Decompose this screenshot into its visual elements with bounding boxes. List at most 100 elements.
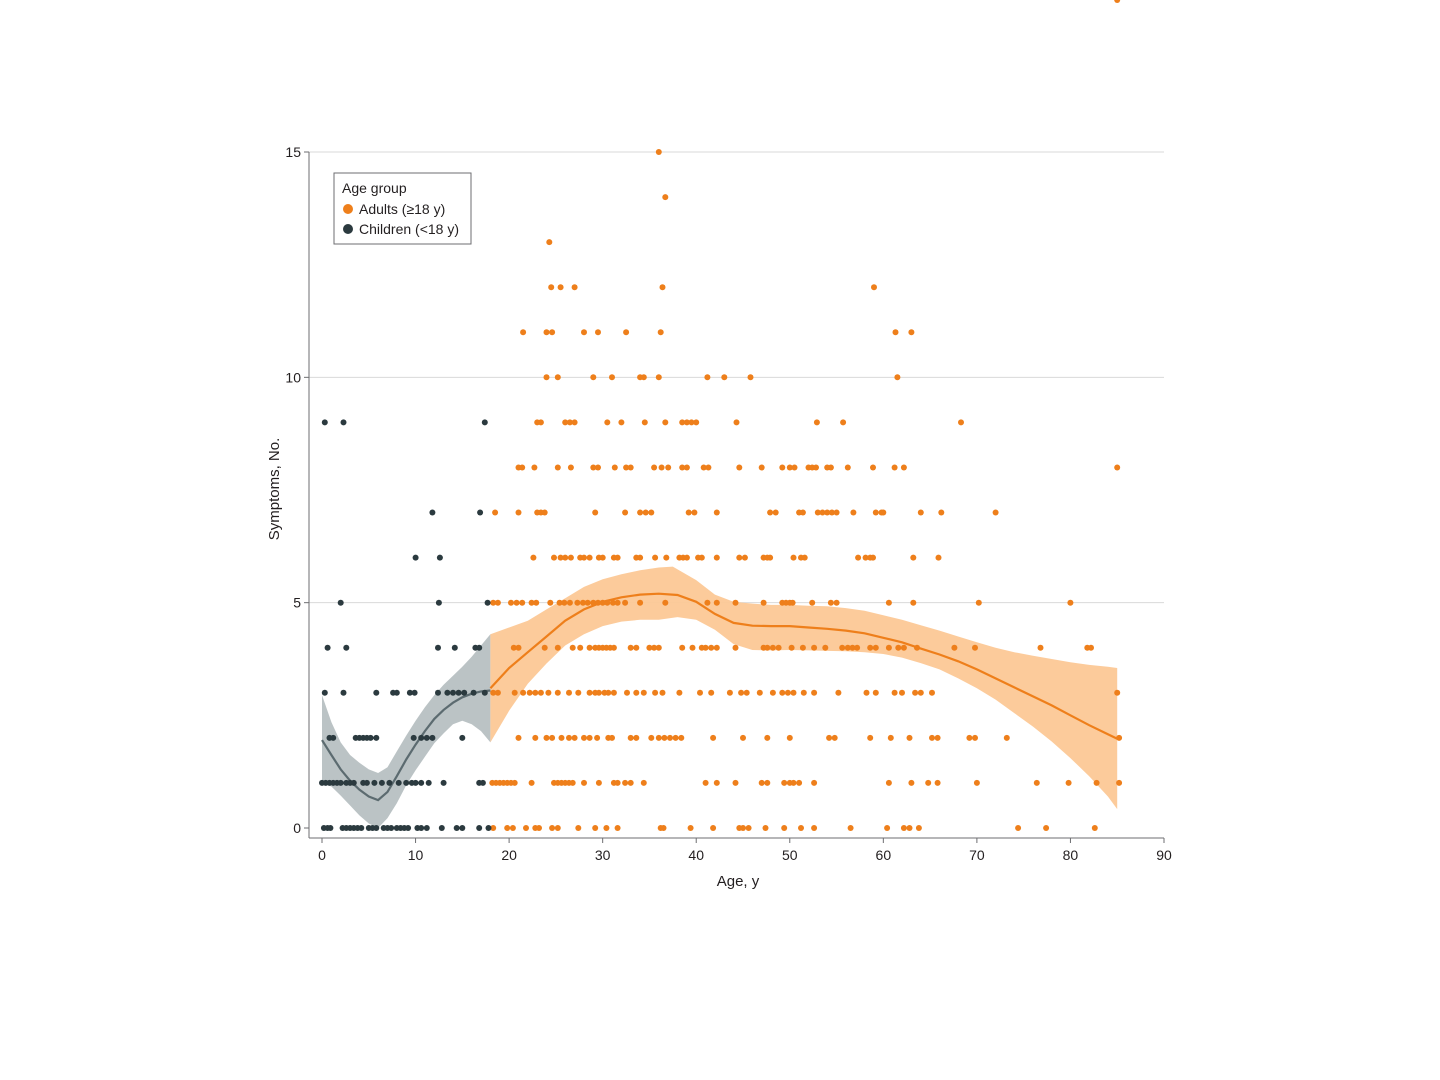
x-tick-label: 30 bbox=[595, 847, 611, 863]
adult-point bbox=[627, 644, 634, 651]
adult-point bbox=[736, 464, 743, 471]
child-point bbox=[470, 689, 477, 696]
adult-point bbox=[622, 779, 629, 786]
adult-point bbox=[1114, 0, 1121, 3]
adult-point bbox=[784, 689, 791, 696]
adult-point bbox=[528, 599, 535, 606]
adult-point bbox=[1091, 825, 1098, 831]
adult-point bbox=[543, 374, 550, 381]
x-axis-title: Age, y bbox=[717, 873, 760, 890]
adult-point bbox=[758, 464, 765, 471]
adult-point bbox=[532, 689, 539, 696]
y-tick-label: 0 bbox=[293, 820, 301, 836]
adult-point bbox=[910, 599, 917, 606]
confidence-band bbox=[322, 634, 491, 828]
child-point bbox=[444, 689, 451, 696]
adult-point bbox=[966, 734, 973, 741]
adult-point bbox=[779, 464, 786, 471]
adult-point bbox=[655, 734, 662, 741]
x-tick-label: 80 bbox=[1063, 847, 1079, 863]
adult-point bbox=[743, 689, 750, 696]
adult-point bbox=[641, 419, 648, 426]
adult-point bbox=[786, 734, 793, 741]
adult-point bbox=[1114, 464, 1121, 471]
adult-point bbox=[801, 554, 808, 561]
child-point bbox=[479, 779, 486, 786]
adult-point bbox=[698, 554, 705, 561]
adult-point bbox=[835, 689, 842, 696]
adult-point bbox=[543, 734, 550, 741]
adult-point bbox=[561, 599, 568, 606]
x-tick-label: 90 bbox=[1156, 847, 1172, 863]
adult-point bbox=[604, 599, 611, 606]
adult-point bbox=[557, 554, 564, 561]
adult-point bbox=[586, 689, 593, 696]
adult-point bbox=[562, 419, 569, 426]
adult-point bbox=[595, 779, 602, 786]
adult-point bbox=[693, 419, 700, 426]
adult-point bbox=[657, 329, 664, 336]
child-point bbox=[459, 734, 466, 741]
adult-point bbox=[915, 825, 922, 831]
adult-point bbox=[708, 644, 715, 651]
adult-point bbox=[710, 734, 717, 741]
adult-point bbox=[736, 554, 743, 561]
adult-point bbox=[910, 554, 917, 561]
y-axis-title: Symptoms, No. bbox=[266, 438, 283, 541]
adult-point bbox=[713, 779, 720, 786]
adult-point bbox=[973, 779, 980, 786]
adult-point bbox=[667, 734, 673, 741]
child-point bbox=[429, 509, 436, 516]
adult-point bbox=[1116, 734, 1123, 741]
adult-point bbox=[610, 689, 617, 696]
adult-point bbox=[870, 554, 876, 561]
adult-point bbox=[762, 825, 769, 831]
adult-point bbox=[683, 419, 690, 426]
adult-point bbox=[665, 464, 672, 471]
adult-point bbox=[833, 599, 840, 606]
adult-point bbox=[623, 464, 630, 471]
adult-point bbox=[640, 374, 647, 381]
child-point bbox=[481, 689, 488, 696]
adult-point bbox=[549, 329, 556, 336]
child-point bbox=[321, 689, 328, 696]
adult-point bbox=[700, 464, 707, 471]
child-point bbox=[485, 825, 492, 831]
adult-point bbox=[689, 644, 696, 651]
adult-point bbox=[863, 689, 870, 696]
adult-point bbox=[811, 689, 818, 696]
adult-point bbox=[614, 825, 621, 831]
adult-point bbox=[622, 509, 629, 516]
adult-point bbox=[519, 599, 526, 606]
adult-point bbox=[510, 644, 517, 651]
adult-point bbox=[1067, 599, 1074, 606]
legend-marker-adults bbox=[343, 204, 353, 214]
adult-point bbox=[884, 825, 891, 831]
adult-point bbox=[929, 689, 935, 696]
adult-point bbox=[569, 644, 576, 651]
child-point bbox=[363, 779, 370, 786]
adult-point bbox=[867, 734, 874, 741]
adult-point bbox=[891, 464, 898, 471]
x-tick-label: 60 bbox=[876, 847, 892, 863]
adult-point bbox=[648, 509, 655, 516]
adult-point bbox=[683, 464, 690, 471]
adult-point bbox=[892, 329, 899, 336]
adult-point bbox=[554, 644, 561, 651]
adult-point bbox=[708, 689, 715, 696]
adult-point bbox=[809, 599, 816, 606]
adult-point bbox=[528, 779, 535, 786]
adult-point bbox=[704, 374, 711, 381]
adult-point bbox=[925, 779, 932, 786]
adult-point bbox=[554, 374, 561, 381]
adult-point bbox=[935, 554, 942, 561]
adult-point bbox=[590, 464, 597, 471]
adult-point bbox=[581, 329, 587, 336]
adult-point bbox=[594, 734, 601, 741]
adult-point bbox=[769, 689, 776, 696]
adult-point bbox=[611, 464, 618, 471]
adult-point bbox=[908, 329, 915, 336]
adult-point bbox=[779, 689, 786, 696]
child-point bbox=[367, 734, 374, 741]
adult-point bbox=[652, 689, 659, 696]
